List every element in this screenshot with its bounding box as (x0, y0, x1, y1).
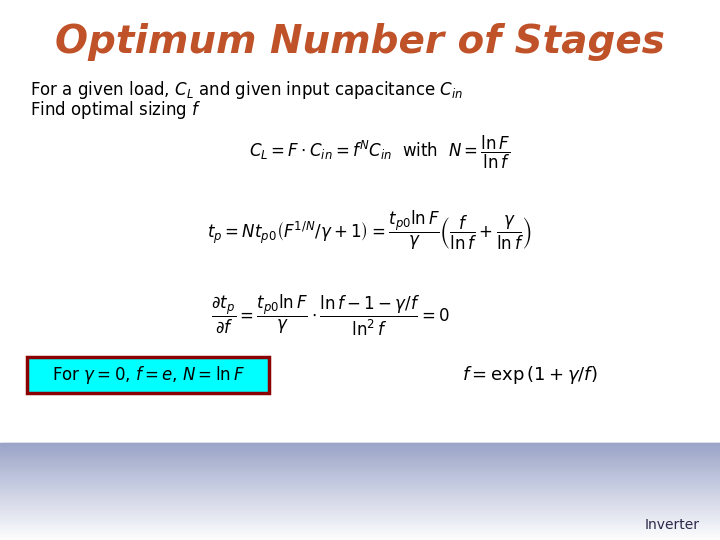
Text: Inverter: Inverter (645, 518, 700, 532)
Text: $t_p = N t_{p0} \left(F^{1/N} / \gamma + 1\right) = \dfrac{t_{p0} \ln F}{\gamma}: $t_p = N t_{p0} \left(F^{1/N} / \gamma +… (207, 208, 533, 252)
Text: For a given load, $C_L$ and given input capacitance $C_{in}$: For a given load, $C_L$ and given input … (30, 79, 463, 101)
Text: Optimum Number of Stages: Optimum Number of Stages (55, 23, 665, 61)
Text: Find optimal sizing $f$: Find optimal sizing $f$ (30, 99, 202, 121)
Text: For $\gamma = 0$, $f = e$, $N = \ln F$: For $\gamma = 0$, $f = e$, $N = \ln F$ (52, 364, 244, 386)
Text: $\dfrac{\partial t_p}{\partial f} = \dfrac{t_{p0} \ln F}{\gamma} \cdot \dfrac{\l: $\dfrac{\partial t_p}{\partial f} = \dfr… (210, 293, 449, 338)
Text: $C_L = F \cdot C_{in} = f^N C_{in}$  with  $N = \dfrac{\ln F}{\ln f}$: $C_L = F \cdot C_{in} = f^N C_{in}$ with… (249, 133, 510, 171)
FancyBboxPatch shape (27, 357, 269, 393)
Text: $f = \exp\left(1 + \gamma / f\right)$: $f = \exp\left(1 + \gamma / f\right)$ (462, 364, 598, 386)
